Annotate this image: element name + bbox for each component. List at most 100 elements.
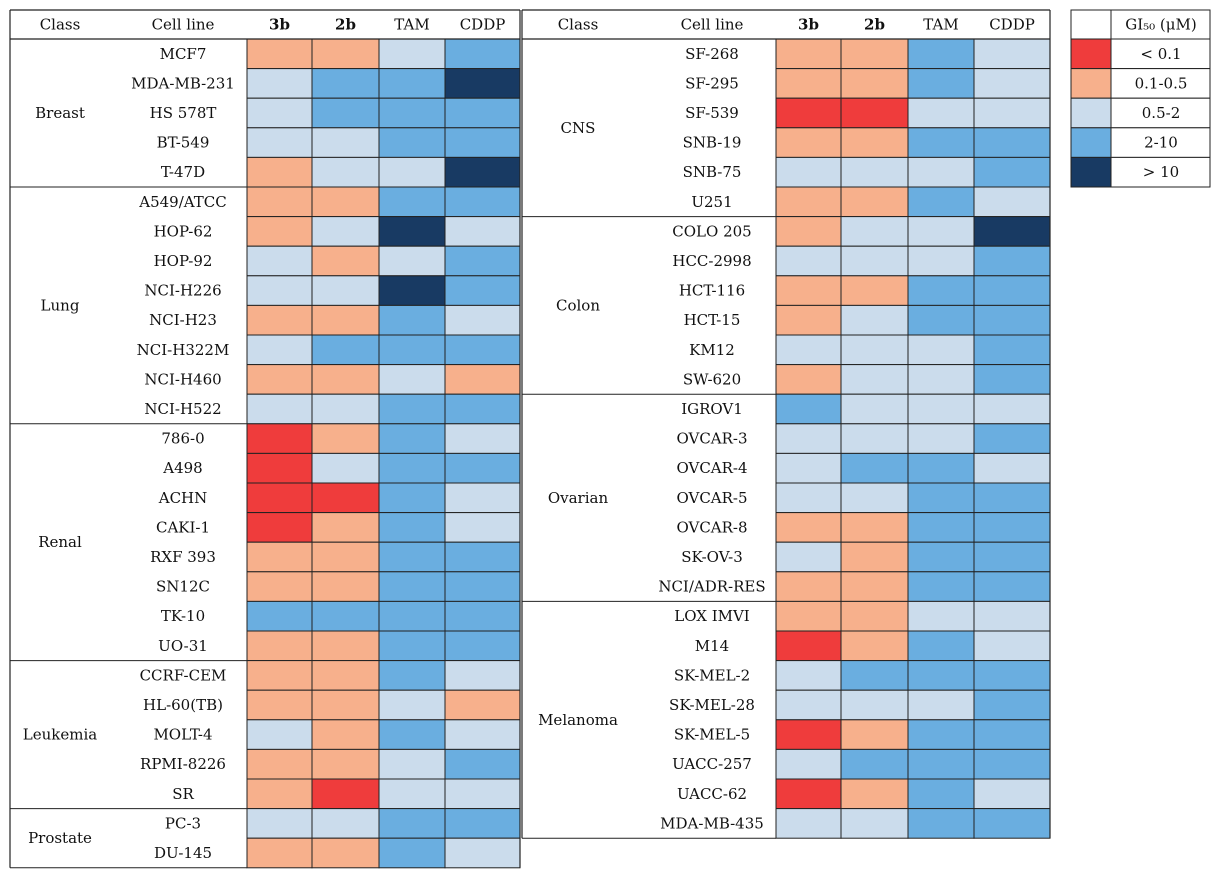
cell-line-label: OVCAR-3 (676, 430, 747, 448)
heatmap-cell (840, 97, 909, 129)
heatmap-cell (444, 245, 521, 277)
heatmap-cell (378, 808, 446, 839)
heatmap-cell (840, 452, 909, 484)
heatmap-cell (311, 334, 380, 366)
header-cell-line: Cell line (152, 16, 215, 34)
heatmap-cell (246, 719, 313, 750)
heatmap-cell (973, 630, 1051, 662)
cell-line-label: TK-10 (161, 607, 205, 625)
header-3b: 3b (798, 16, 819, 34)
heatmap-cell (973, 689, 1051, 721)
heatmap-cell (378, 393, 446, 425)
heatmap-cell (840, 808, 909, 839)
heatmap-cell (378, 452, 446, 484)
heatmap-cell (907, 660, 975, 691)
heatmap-cell (907, 452, 975, 484)
heatmap-cell (444, 334, 521, 366)
heatmap-cell (973, 512, 1051, 543)
heatmap-cell (246, 68, 313, 99)
cell-line-label: OVCAR-8 (676, 518, 747, 536)
cell-line-label: NCI/ADR-RES (658, 578, 765, 596)
heatmap-cell (775, 127, 842, 158)
heatmap-cell (444, 600, 521, 632)
heatmap-cell (775, 748, 842, 780)
heatmap-cell (775, 452, 842, 484)
cell-line-label: NCI-H23 (149, 311, 217, 329)
heatmap-cell (973, 334, 1051, 366)
heatmap-cell (246, 482, 313, 514)
heatmap-cell (378, 689, 446, 721)
cell-line-label: SK-MEL-28 (669, 696, 755, 714)
header-tam: TAM (923, 16, 958, 34)
heatmap-cell (775, 778, 842, 810)
heatmap-cell (378, 38, 446, 70)
cell-line-label: PC-3 (165, 814, 201, 832)
cell-line-label: UACC-62 (677, 785, 747, 803)
heatmap-cell (973, 97, 1051, 129)
cell-line-label: SR (172, 785, 194, 803)
heatmap-cell (246, 364, 313, 395)
heatmap-cell (444, 541, 521, 573)
heatmap-cell (775, 304, 842, 336)
legend-label-box (1110, 156, 1211, 188)
heatmap-cell (378, 778, 446, 810)
heatmap-cell (840, 660, 909, 691)
header-cell-line: Cell line (681, 16, 744, 34)
class-label: Lung (41, 296, 80, 314)
heatmap-cell (311, 275, 380, 306)
cell-line-label: LOX IMVI (674, 607, 750, 625)
cell-line-label: HCT-116 (679, 282, 745, 300)
heatmap-cell (444, 719, 521, 750)
heatmap-cell (378, 512, 446, 543)
heatmap-cell (378, 216, 446, 247)
heatmap-cell (311, 304, 380, 336)
heatmap-cell (444, 778, 521, 810)
heatmap-cell (973, 452, 1051, 484)
heatmap-cell (840, 334, 909, 366)
cell-line-label: COLO 205 (672, 222, 751, 240)
heatmap-cell (444, 808, 521, 839)
heatmap-cell (907, 689, 975, 721)
heatmap-cell (840, 216, 909, 247)
cell-line-label: A498 (162, 459, 202, 477)
cell-line-label: KM12 (689, 341, 735, 359)
heatmap-cell (840, 600, 909, 632)
heatmap-cell (775, 571, 842, 602)
heatmap-cell (973, 748, 1051, 780)
heatmap-cell (907, 748, 975, 780)
heatmap-cell (444, 689, 521, 721)
heatmap-cell (775, 186, 842, 218)
cell-line-label: CCRF-CEM (140, 666, 227, 684)
heatmap-cell (378, 275, 446, 306)
heatmap-cell (775, 216, 842, 247)
heatmap-cell (378, 630, 446, 662)
header-2b: 2b (335, 16, 356, 34)
heatmap-cell (973, 364, 1051, 395)
heatmap-cell (246, 127, 313, 158)
class-label: Leukemia (23, 726, 97, 744)
heatmap-cell (775, 660, 842, 691)
heatmap-cell (775, 393, 842, 425)
heatmap-cell (973, 571, 1051, 602)
heatmap-cell (311, 245, 380, 277)
heatmap-cell (444, 97, 521, 129)
legend-swatch (1070, 97, 1112, 129)
heatmap-cell (840, 748, 909, 780)
heatmap-cell (775, 275, 842, 306)
cell-line-label: OVCAR-5 (676, 489, 747, 507)
cell-line-label: RXF 393 (150, 548, 216, 566)
heatmap-cell (973, 38, 1051, 70)
heatmap-cell (311, 719, 380, 750)
heatmap-cell (246, 748, 313, 780)
header-class: Class (558, 16, 599, 34)
cell-line-label: HS 578T (150, 104, 217, 122)
heatmap-cell (840, 275, 909, 306)
cell-line-label: SK-OV-3 (681, 548, 743, 566)
heatmap-cell (378, 364, 446, 395)
legend-label: < 0.1 (1140, 45, 1181, 63)
heatmap-cell (311, 482, 380, 514)
heatmap-cell (840, 512, 909, 543)
heatmap-cell (444, 156, 521, 188)
heatmap-cell (840, 304, 909, 336)
